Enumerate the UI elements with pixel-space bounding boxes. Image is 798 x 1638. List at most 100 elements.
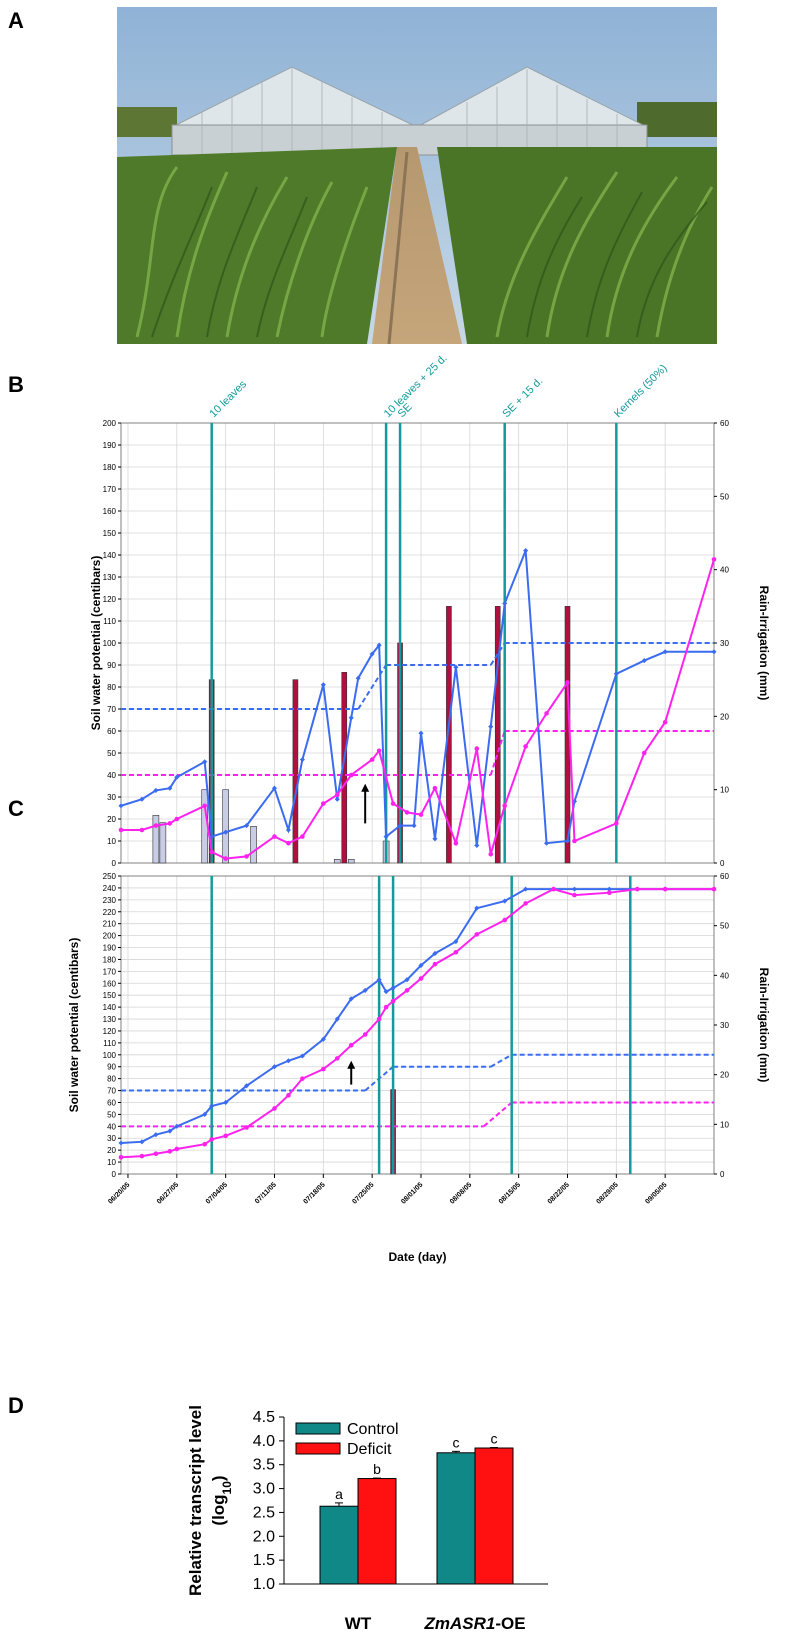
- wt-point: [432, 836, 438, 842]
- wt-point: [404, 977, 410, 983]
- wt-point: [320, 682, 326, 688]
- y-tick-label: 4.5: [253, 1409, 275, 1426]
- oe-point: [551, 886, 556, 892]
- y-tick-label: 30: [107, 1134, 116, 1143]
- oe-point: [502, 917, 508, 923]
- x-tick-label: 08/29/05: [596, 1181, 620, 1205]
- wt-point: [397, 823, 403, 829]
- wt-point: [299, 1053, 305, 1059]
- oe-point: [300, 834, 305, 839]
- wt-point: [209, 1103, 215, 1109]
- wt-point: [153, 1132, 159, 1138]
- oe-point: [565, 680, 570, 685]
- irrigation-bar: [222, 789, 229, 864]
- wt-point: [244, 1083, 250, 1089]
- wt-point: [383, 834, 389, 840]
- wt-point: [369, 651, 375, 657]
- oe-point: [321, 801, 326, 806]
- x-tick-label: 09/05/05: [644, 1181, 668, 1205]
- wt-point: [411, 823, 417, 829]
- wt-point: [376, 642, 382, 648]
- x-tick-label: 08/01/05: [400, 1181, 424, 1205]
- oe-point: [272, 1106, 277, 1111]
- oe-point: [139, 1153, 145, 1159]
- oe-point: [202, 803, 208, 809]
- oe-point: [369, 757, 375, 762]
- y-tick-label: 140: [103, 1003, 117, 1012]
- oe-point: [223, 1133, 228, 1139]
- wt-point: [355, 675, 361, 681]
- wt-point: [348, 996, 354, 1002]
- oe-point: [634, 886, 640, 892]
- y-tick-label: 4.0: [253, 1433, 275, 1450]
- y-tick-label: 230: [103, 896, 117, 905]
- y-tick-label: 110: [103, 1039, 116, 1048]
- oe-point: [390, 801, 396, 806]
- oe-point: [223, 856, 228, 861]
- y2-tick-label: 60: [720, 872, 729, 881]
- rain-bar: [292, 679, 299, 864]
- oe-point: [334, 792, 340, 798]
- panel-label-b: B: [8, 372, 24, 397]
- oe-point: [432, 961, 438, 967]
- y-tick-label: 10: [107, 1158, 116, 1167]
- y-tick-label: 100: [103, 639, 117, 648]
- wt-point: [390, 985, 396, 991]
- oe-point: [474, 746, 480, 751]
- oe-point: [418, 812, 424, 817]
- bar-deficit: [357, 1478, 397, 1585]
- irrigation-bar: [159, 822, 167, 864]
- oe-point: [404, 988, 410, 993]
- oe-point: [453, 949, 459, 955]
- wt-point: [139, 1139, 145, 1145]
- chart-b: 0102030405060708090100110120130140150160…: [89, 352, 771, 868]
- greenhouse-maize-field-photo: [117, 7, 717, 344]
- wt-point: [641, 658, 647, 664]
- y-tick-label: 120: [103, 595, 117, 604]
- chart-c: 0102030405060708090100110120130140150160…: [67, 872, 771, 1264]
- x-tick-label: 08/22/05: [547, 1181, 571, 1205]
- y-tick-label: 40: [107, 1122, 116, 1131]
- x-tick-label: 07/25/05: [351, 1181, 375, 1205]
- irrigation-bar: [152, 815, 160, 864]
- wt-point: [544, 840, 550, 846]
- oe-point: [286, 840, 291, 846]
- event-label: SE + 15 d.: [500, 375, 545, 420]
- wt-point: [167, 1128, 173, 1134]
- wt-point: [474, 905, 480, 911]
- x-tick-label: 08/15/05: [498, 1181, 522, 1205]
- y-tick-label: 190: [103, 944, 117, 953]
- wt-point: [271, 785, 278, 791]
- wt-point: [202, 1111, 208, 1117]
- oe-point: [662, 719, 668, 725]
- y-tick-label: 140: [103, 551, 117, 560]
- wt-point: [118, 803, 124, 809]
- oe-point: [376, 748, 382, 754]
- y-tick-label: 150: [103, 991, 117, 1000]
- oe-point: [607, 890, 612, 895]
- oe-point: [502, 803, 508, 809]
- y-tick-label: 1.0: [253, 1576, 275, 1593]
- oe-point: [523, 744, 528, 749]
- wt-point: [334, 1016, 340, 1022]
- rain-bar: [494, 606, 501, 864]
- oe-point: [488, 851, 494, 857]
- oe-point: [572, 838, 577, 844]
- y2-tick-label: 60: [720, 419, 729, 428]
- wt-threshold-segment: [490, 1053, 513, 1068]
- y-axis-label: Soil water potential (centibars): [89, 556, 103, 731]
- y-tick-label: 90: [107, 661, 116, 670]
- wt-point: [502, 600, 508, 606]
- oe-point: [711, 557, 717, 562]
- oe-point: [153, 823, 159, 828]
- y-tick-label: 160: [103, 979, 117, 988]
- oe-point: [453, 840, 459, 846]
- y-axis-label: Soil water potential (centibars): [67, 938, 81, 1113]
- y-tick-label: 200: [103, 419, 117, 428]
- plot-frame: [120, 875, 715, 1175]
- x-tick-label: 07/04/05: [205, 1181, 229, 1205]
- oe-point: [662, 886, 668, 892]
- y-tick-label: 2.0: [253, 1528, 275, 1545]
- bar-control: [319, 1505, 359, 1585]
- x-axis-label: Date (day): [388, 1250, 446, 1264]
